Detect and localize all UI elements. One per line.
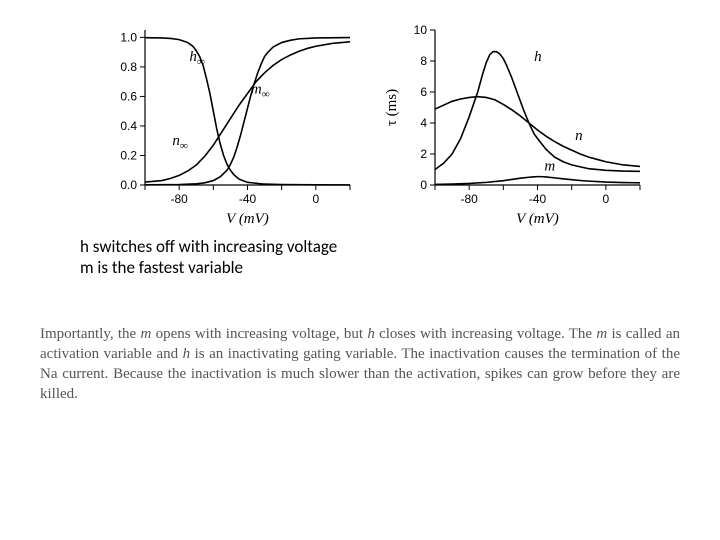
svg-text:0: 0 — [312, 192, 319, 206]
svg-text:10: 10 — [414, 23, 428, 37]
right-chart: 0 2 4 6 8 10 -80 -40 0 V (mV) τ (ms) h n m — [380, 20, 660, 230]
svg-text:-80: -80 — [170, 192, 188, 206]
svg-text:0.0: 0.0 — [120, 178, 137, 192]
caption-line-1: h switches off with increasing voltage — [80, 236, 720, 257]
svg-text:2: 2 — [420, 147, 427, 161]
figure-row: 0.00.20.40.60.81.0-80-400V (mV)h∞n∞m∞ 02… — [0, 0, 720, 230]
svg-text:n∞: n∞ — [172, 133, 188, 152]
svg-text:1.0: 1.0 — [120, 30, 137, 44]
svg-text:4: 4 — [420, 116, 427, 130]
svg-text:m: m — [544, 158, 555, 174]
svg-text:n: n — [575, 128, 583, 144]
svg-text:-80: -80 — [460, 192, 478, 206]
svg-text:-40: -40 — [529, 192, 547, 206]
svg-text:h: h — [534, 49, 542, 65]
svg-text:8: 8 — [420, 54, 427, 68]
svg-text:0: 0 — [420, 178, 427, 192]
svg-text:0.6: 0.6 — [120, 89, 137, 103]
svg-text:-40: -40 — [239, 192, 257, 206]
caption-line-2: m is the fastest variable — [80, 257, 720, 278]
svg-text:0.2: 0.2 — [120, 148, 137, 162]
caption: h switches off with increasing voltage m… — [80, 236, 720, 279]
svg-text:0: 0 — [602, 192, 609, 206]
svg-text:τ (ms): τ (ms) — [384, 89, 400, 126]
explanation-paragraph: Importantly, the m opens with increasing… — [40, 324, 680, 405]
svg-text:0.4: 0.4 — [120, 119, 137, 133]
left-chart: 0.00.20.40.60.81.0-80-400V (mV)h∞n∞m∞ — [90, 20, 370, 230]
svg-text:V (mV): V (mV) — [516, 211, 559, 227]
svg-text:0.8: 0.8 — [120, 60, 137, 74]
svg-text:V (mV): V (mV) — [226, 211, 269, 227]
svg-text:m∞: m∞ — [251, 81, 270, 100]
svg-text:6: 6 — [420, 85, 427, 99]
